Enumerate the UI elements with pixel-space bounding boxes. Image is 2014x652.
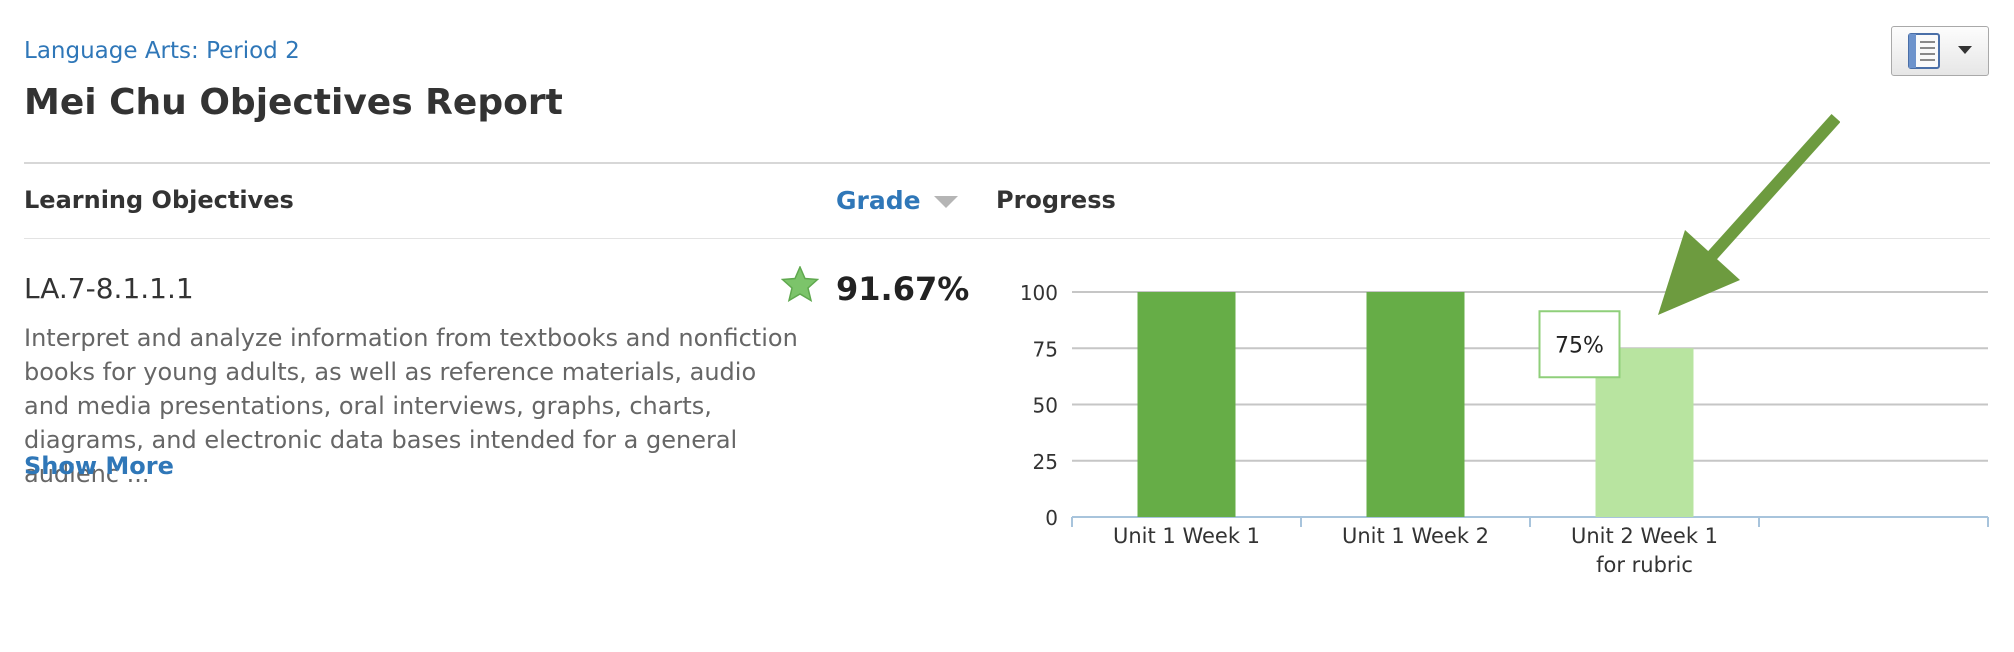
sort-caret-icon [933, 195, 958, 208]
x-tick-label: Unit 1 Week 2 [1342, 524, 1489, 548]
show-more-link[interactable]: Show More [24, 452, 174, 480]
x-tick-label: Unit 2 Week 1 [1571, 524, 1718, 548]
y-tick-label: 100 [1020, 281, 1058, 305]
objective-code: LA.7-8.1.1.1 [24, 272, 194, 305]
star-icon [781, 266, 819, 302]
breadcrumb-course-link[interactable]: Language Arts: Period 2 [24, 38, 300, 64]
header-divider [24, 162, 1990, 164]
progress-chart: 0 25 50 75 100 Unit 1 Week 1 Unit 1 Week 2 Unit… [1020, 281, 1989, 577]
report-options-button[interactable] [1891, 26, 1989, 76]
column-header-grade-sort[interactable]: Grade [836, 186, 961, 215]
column-header-learning-objectives: Learning Objectives [24, 186, 294, 214]
annotation-arrow [1658, 113, 1840, 315]
y-tick-label: 50 [1033, 394, 1058, 418]
page-title: Mei Chu Objectives Report [24, 82, 563, 123]
caret-down-icon [1958, 46, 1972, 54]
notebook-icon [1908, 33, 1940, 69]
bar-1[interactable] [1137, 292, 1236, 517]
y-tick-label: 0 [1045, 506, 1058, 530]
bar-2[interactable] [1366, 292, 1465, 517]
objective-grade: 91.67% [836, 270, 970, 308]
column-header-progress: Progress [996, 186, 1116, 214]
table-header-divider [24, 238, 1990, 239]
bar-tooltip-label: 75% [1555, 333, 1604, 358]
objective-description: Interpret and analyze information from t… [24, 324, 798, 488]
x-tick-label: Unit 1 Week 1 [1113, 524, 1260, 548]
grade-header-label: Grade [836, 186, 921, 215]
y-tick-label: 25 [1033, 450, 1058, 474]
y-tick-label: 75 [1033, 337, 1058, 361]
bar-tooltip [1538, 310, 1621, 379]
x-tick-label: for rubric [1596, 553, 1693, 577]
